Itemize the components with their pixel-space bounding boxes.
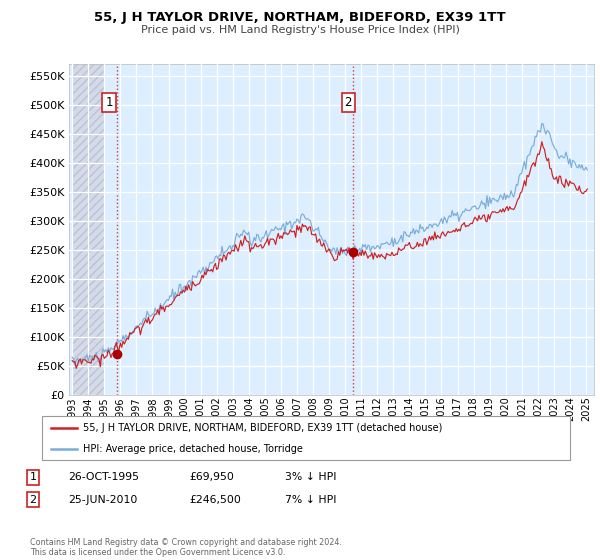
Text: Contains HM Land Registry data © Crown copyright and database right 2024.
This d: Contains HM Land Registry data © Crown c… <box>30 538 342 557</box>
Text: 55, J H TAYLOR DRIVE, NORTHAM, BIDEFORD, EX39 1TT (detached house): 55, J H TAYLOR DRIVE, NORTHAM, BIDEFORD,… <box>83 423 442 433</box>
Text: 25-JUN-2010: 25-JUN-2010 <box>68 494 137 505</box>
Text: £246,500: £246,500 <box>189 494 241 505</box>
Text: HPI: Average price, detached house, Torridge: HPI: Average price, detached house, Torr… <box>83 444 302 454</box>
Text: Price paid vs. HM Land Registry's House Price Index (HPI): Price paid vs. HM Land Registry's House … <box>140 25 460 35</box>
Text: £69,950: £69,950 <box>189 472 234 482</box>
Text: 1: 1 <box>29 472 37 482</box>
Text: 1: 1 <box>106 96 113 109</box>
Text: 26-OCT-1995: 26-OCT-1995 <box>68 472 139 482</box>
Text: 3% ↓ HPI: 3% ↓ HPI <box>285 472 337 482</box>
Text: 2: 2 <box>29 494 37 505</box>
Text: 2: 2 <box>344 96 352 109</box>
Bar <box>72 64 104 395</box>
Text: 7% ↓ HPI: 7% ↓ HPI <box>285 494 337 505</box>
Text: 55, J H TAYLOR DRIVE, NORTHAM, BIDEFORD, EX39 1TT: 55, J H TAYLOR DRIVE, NORTHAM, BIDEFORD,… <box>94 11 506 24</box>
